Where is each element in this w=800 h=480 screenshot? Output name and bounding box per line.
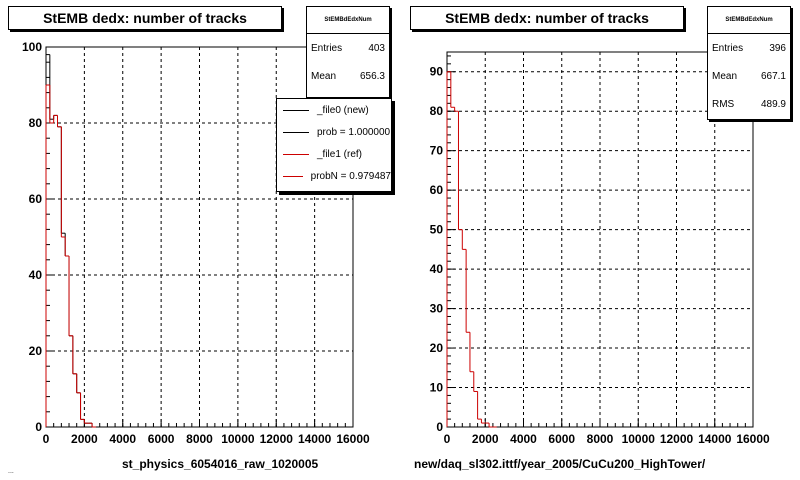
left-xtick-label: 6000 — [148, 432, 175, 446]
left-stats-entries-value: 403 — [368, 42, 385, 54]
legend-entry-file1: _file1 (ref) — [277, 143, 391, 165]
legend-swatch-probn — [283, 175, 303, 177]
right-stats-mean-row: Mean 667.1 — [712, 69, 786, 83]
left-xtick-label: 12000 — [260, 432, 294, 446]
left-xtick-label: 0 — [43, 432, 50, 446]
left-title-text: StEMB dedx: number of tracks — [43, 10, 247, 26]
right-ytick-label: 20 — [430, 341, 444, 355]
left-stats-mean-label: Mean — [311, 70, 337, 82]
left-xtick-label: 2000 — [71, 432, 98, 446]
legend-entry-file0: _file0 (new) — [277, 99, 391, 121]
right-stats-name: StEMBdEdxNum — [708, 7, 790, 34]
left-stats-entries-label: Entries — [311, 42, 343, 54]
right-stats-rms-label: RMS — [712, 98, 735, 110]
left-stats-name: StEMBdEdxNum — [307, 7, 389, 34]
left-xtick-label: 14000 — [298, 432, 332, 446]
right-ytick-label: 30 — [430, 302, 444, 316]
left-stats-entries-row: Entries 403 — [311, 41, 385, 55]
right-stats-entries-value: 396 — [769, 42, 786, 54]
left-xtick-label: 16000 — [336, 432, 370, 446]
right-xtick-label: 16000 — [736, 432, 770, 446]
left-stats-mean-value: 656.3 — [359, 70, 385, 82]
right-ytick-label: 50 — [430, 223, 444, 237]
left-xtick-label: 8000 — [186, 432, 213, 446]
right-stats-rms-row: RMS 489.9 — [712, 97, 786, 111]
left-xtick-label: 10000 — [221, 432, 255, 446]
left-ytick-label: 60 — [29, 192, 43, 206]
legend-entry-probn: probN = 0.979487 — [277, 165, 391, 187]
legend-swatch-prob — [283, 131, 309, 133]
right-ytick-label: 0 — [436, 420, 443, 434]
right-ytick-label: 60 — [430, 183, 444, 197]
right-stats-entries-row: Entries 396 — [712, 41, 786, 55]
right-title: StEMB dedx: number of tracks — [410, 6, 684, 30]
right-ytick-label: 80 — [430, 104, 444, 118]
right-ytick-label: 90 — [430, 65, 444, 79]
right-stats-entries-label: Entries — [712, 42, 744, 54]
right-xtick-label: 2000 — [472, 432, 499, 446]
legend-entry-prob: prob = 1.000000 — [277, 121, 391, 143]
left-ytick-label: 40 — [29, 268, 43, 282]
right-ytick-label: 70 — [430, 144, 444, 158]
left-stats-mean-row: Mean 656.3 — [311, 69, 385, 83]
right-xtick-label: 6000 — [548, 432, 575, 446]
right-xtick-label: 0 — [444, 432, 451, 446]
right-xlabel: new/daq_sl302.ittf/year_2005/CuCu200_Hig… — [414, 457, 706, 471]
left-legend: _file0 (new) prob = 1.000000 _file1 (ref… — [276, 98, 392, 192]
right-xtick-label: 8000 — [587, 432, 614, 446]
left-xlabel: st_physics_6054016_raw_1020005 — [122, 457, 319, 471]
right-xtick-label: 14000 — [698, 432, 732, 446]
left-ytick-label: 80 — [29, 116, 43, 130]
left-xtick-label: 4000 — [109, 432, 136, 446]
right-ytick-label: 40 — [430, 262, 444, 276]
legend-label-prob: prob = 1.000000 — [317, 126, 391, 138]
right-xtick-label: 12000 — [660, 432, 694, 446]
right-xtick-label: 10000 — [622, 432, 656, 446]
legend-label-file1: _file1 (ref) — [317, 148, 363, 160]
right-stats-box: StEMBdEdxNum Entries 396 Mean 667.1 RMS … — [707, 6, 791, 120]
left-ytick-label: 0 — [35, 420, 42, 434]
right-title-text: StEMB dedx: number of tracks — [445, 10, 649, 26]
legend-label-probn: probN = 0.979487 — [310, 170, 391, 182]
left-stats-box: StEMBdEdxNum Entries 403 Mean 656.3 — [306, 6, 390, 98]
right-ytick-label: 10 — [430, 381, 444, 395]
left-ytick-label: 20 — [29, 344, 43, 358]
right-xtick-label: 4000 — [510, 432, 537, 446]
footer-text: ... — [8, 468, 14, 475]
left-title: StEMB dedx: number of tracks — [8, 6, 282, 30]
legend-swatch-file1 — [283, 153, 309, 155]
legend-swatch-file0 — [283, 109, 309, 111]
right-stats-mean-label: Mean — [712, 70, 738, 82]
right-stats-mean-value: 667.1 — [760, 70, 786, 82]
left-ytick-label: 100 — [22, 40, 42, 54]
legend-label-file0: _file0 (new) — [317, 104, 369, 116]
right-stats-rms-value: 489.9 — [760, 98, 786, 110]
